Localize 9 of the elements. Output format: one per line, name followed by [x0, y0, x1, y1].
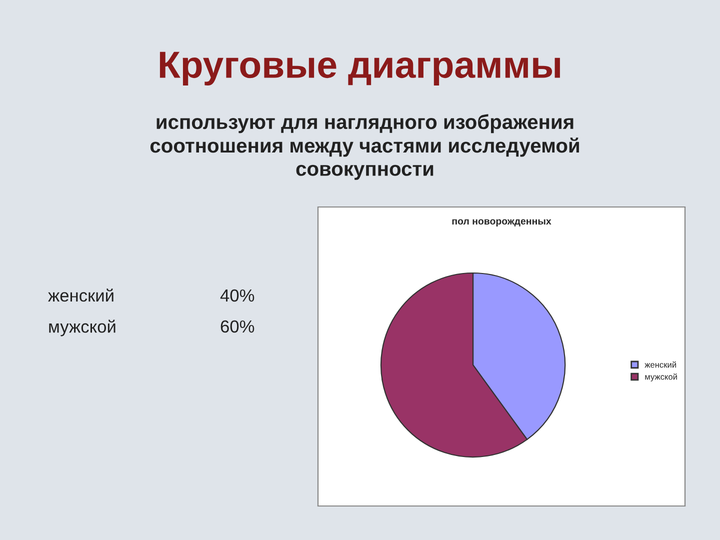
text: пол новорожденных — [452, 219, 552, 226]
text: 60% — [220, 320, 254, 333]
chart-subtitle: используют для наглядного изображения соотношения между частями исследуемой совокупности — [150, 114, 579, 180]
legend-label: женский — [644, 361, 676, 368]
legend-label: мужской — [645, 373, 677, 382]
text: 40% — [220, 289, 254, 302]
text: женский — [48, 288, 114, 302]
text: мужской — [49, 320, 116, 336]
chart-title: Круговые диаграммы — [160, 52, 560, 86]
